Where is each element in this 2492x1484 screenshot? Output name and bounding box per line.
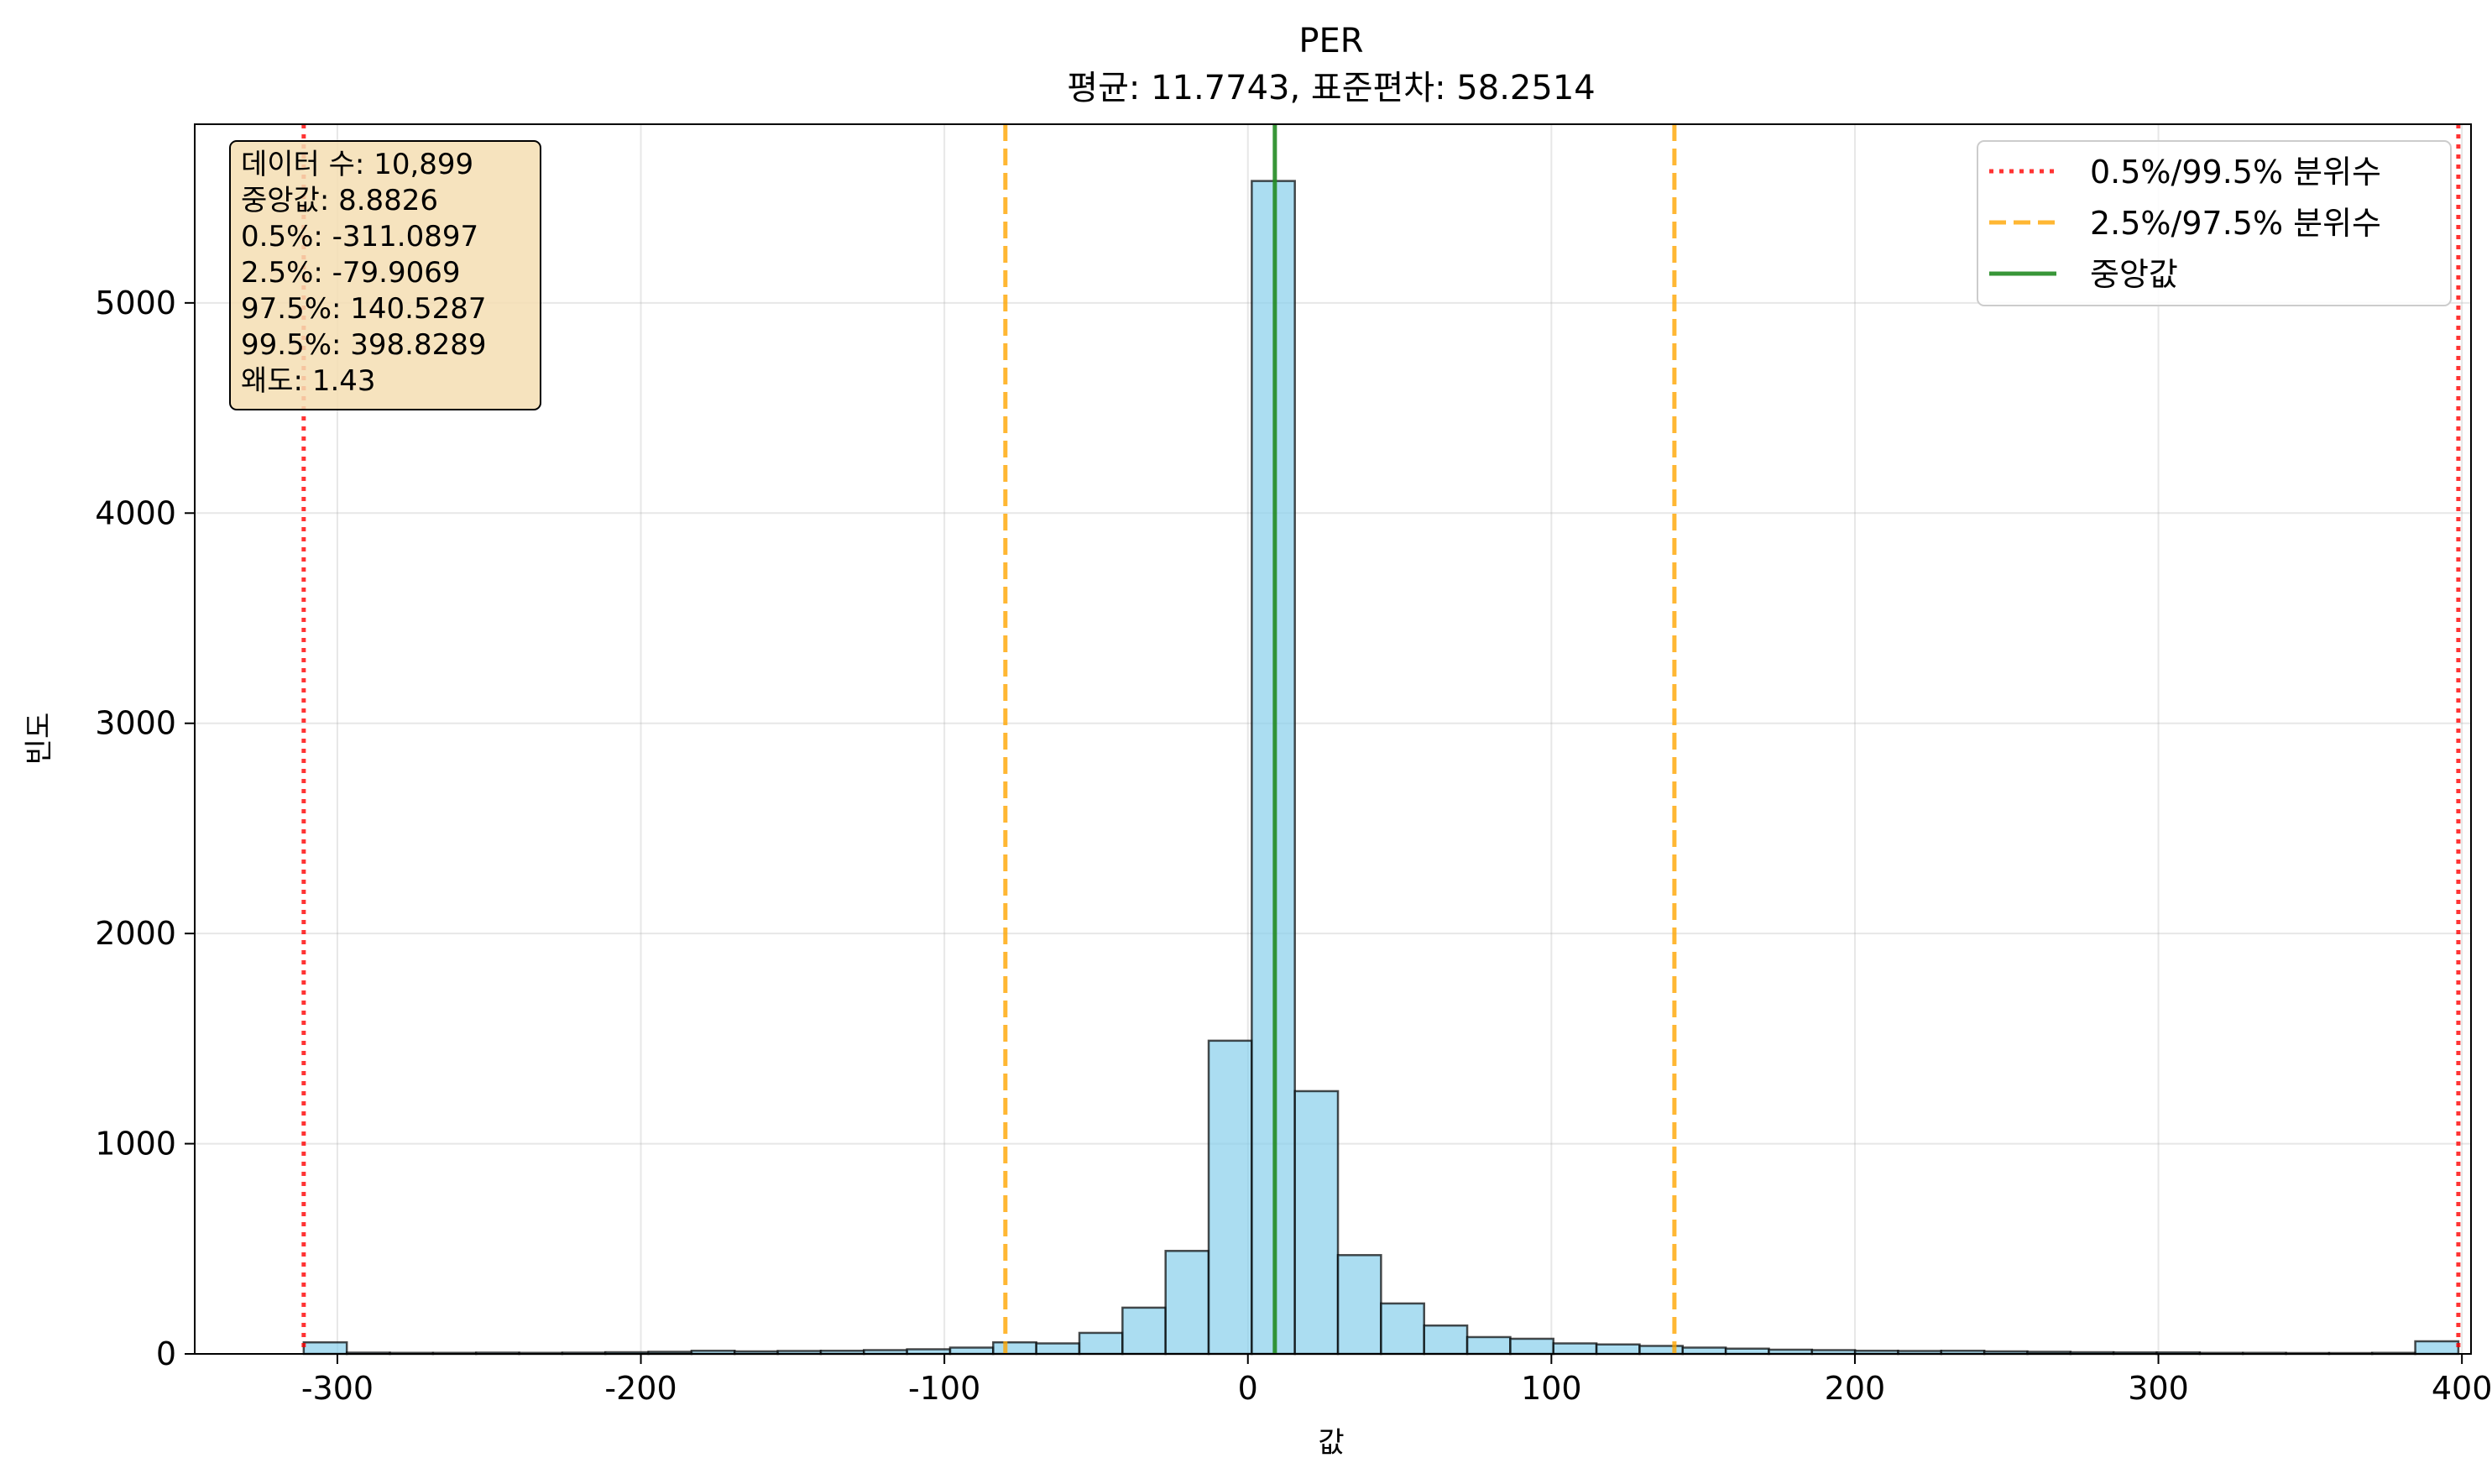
- legend: 0.5%/99.5% 분위수 2.5%/97.5% 분위수 중앙값: [1977, 140, 2452, 306]
- stats-line-skewness: 왜도: 1.43: [241, 364, 376, 398]
- y-tick-label: 4000: [95, 494, 176, 531]
- stats-box: 데이터 수: 10,899 중앙값: 8.8826 0.5%: -311.089…: [229, 140, 541, 410]
- histogram-bar: [2414, 1340, 2460, 1356]
- x-tick-label: -200: [604, 1370, 677, 1407]
- chart-subtitle: 평균: 11.7743, 표준편차: 58.2514: [1067, 69, 1595, 107]
- y-tick-label: 3000: [95, 705, 176, 742]
- quantile-lines: [301, 124, 2461, 1354]
- y-axis-label: 빈도: [23, 713, 56, 766]
- stats-line-p99-5: 99.5%: 398.8289: [241, 328, 487, 362]
- histogram-bar: [1207, 1039, 1253, 1356]
- y-tick-label: 0: [156, 1335, 176, 1372]
- y-tick-label: 5000: [95, 285, 176, 321]
- x-tick-label: 300: [2128, 1370, 2189, 1407]
- histogram-bar: [1164, 1250, 1210, 1356]
- histogram-bar: [1465, 1335, 1512, 1356]
- x-axis-ticks: -300 -200 -100 0 100 200 300 400: [301, 1354, 2492, 1407]
- x-axis-label: 값: [1318, 1426, 1344, 1460]
- histogram-bar: [948, 1346, 995, 1356]
- legend-background: [1977, 140, 2452, 306]
- stats-line-p97-5: 97.5%: 140.5287: [241, 292, 487, 326]
- histogram-bar: [1380, 1302, 1425, 1356]
- histogram-bar: [1121, 1306, 1167, 1356]
- x-tick-label: 100: [1521, 1370, 1582, 1407]
- plot-area-frame: [194, 123, 2472, 1355]
- legend-label-2: 중앙값: [2090, 256, 2178, 293]
- y-axis-ticks: 0 1000 2000 3000 4000 5000: [95, 285, 195, 1372]
- stats-box-background: [229, 140, 541, 410]
- y-tick-label: 2000: [95, 915, 176, 952]
- stats-line-count: 데이터 수: 10,899: [241, 148, 473, 181]
- histogram-bar: [1293, 1089, 1340, 1356]
- legend-label-1: 2.5%/97.5% 분위수: [2090, 205, 2381, 242]
- stats-line-p2-5: 2.5%: -79.9069: [241, 256, 461, 290]
- histogram-bar: [1035, 1342, 1081, 1356]
- histogram-bar: [302, 1340, 348, 1356]
- histogram-bar: [1595, 1343, 1641, 1356]
- y-tick-label: 1000: [95, 1126, 176, 1163]
- x-tick-label: 200: [1825, 1370, 1886, 1407]
- histogram-bar: [1336, 1254, 1382, 1356]
- histogram-bar: [1681, 1346, 1727, 1356]
- x-tick-label: 400: [2432, 1370, 2492, 1407]
- histogram-bar: [1423, 1324, 1469, 1356]
- chart-title: PER: [1298, 22, 1363, 60]
- histogram-bar: [1509, 1337, 1555, 1356]
- stats-line-p0-5: 0.5%: -311.0897: [241, 220, 478, 253]
- x-tick-label: -100: [908, 1370, 980, 1407]
- x-tick-label: -300: [301, 1370, 374, 1407]
- histogram-bars: [302, 180, 2460, 1356]
- x-tick-label: 0: [1238, 1370, 1258, 1407]
- histogram-bar: [1078, 1331, 1124, 1356]
- histogram-bar: [992, 1340, 1037, 1356]
- stats-line-median: 중앙값: 8.8826: [241, 184, 438, 217]
- legend-label-0: 0.5%/99.5% 분위수: [2090, 154, 2381, 191]
- histogram-bar: [1552, 1342, 1598, 1356]
